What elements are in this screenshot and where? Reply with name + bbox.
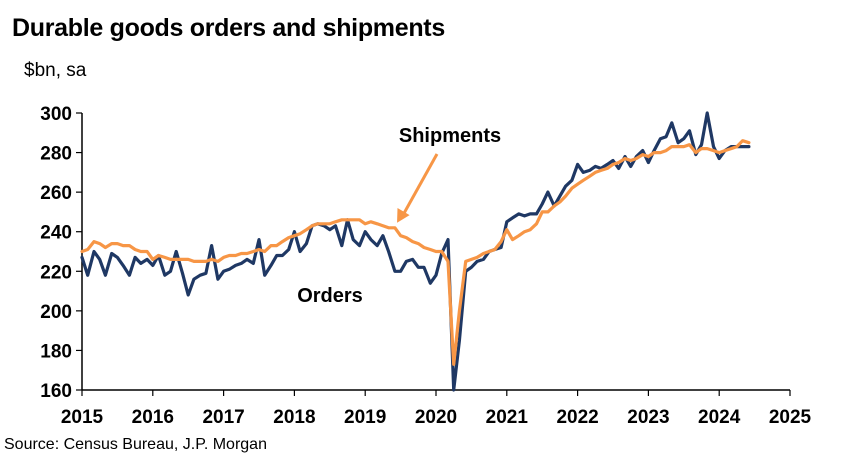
x-tick-label: 2023 bbox=[627, 407, 669, 428]
x-tick-label: 2019 bbox=[344, 407, 386, 428]
y-tick-label: 200 bbox=[40, 302, 72, 323]
y-tick-label: 300 bbox=[40, 104, 72, 125]
x-tick-label: 2020 bbox=[415, 407, 457, 428]
y-tick-label: 180 bbox=[40, 341, 72, 362]
x-tick-label: 2021 bbox=[486, 407, 529, 428]
shipments-arrow-head bbox=[397, 208, 410, 223]
series-lines bbox=[80, 111, 751, 392]
orders-label: Orders bbox=[297, 285, 363, 307]
chart-subtitle: $bn, sa bbox=[24, 60, 87, 81]
x-tick-label: 2025 bbox=[769, 407, 812, 428]
x-tick-label: 2018 bbox=[273, 407, 315, 428]
y-tick-label: 240 bbox=[40, 223, 72, 244]
y-tick-label: 280 bbox=[40, 144, 72, 165]
x-tick-label: 2017 bbox=[202, 407, 244, 428]
x-tick-label: 2022 bbox=[556, 407, 598, 428]
x-tick-label: 2016 bbox=[132, 407, 174, 428]
series-line-orders bbox=[80, 111, 751, 392]
x-tick-label: 2015 bbox=[61, 407, 104, 428]
chart-title: Durable goods orders and shipments bbox=[12, 14, 445, 42]
series-labels: Shipments Orders bbox=[297, 125, 501, 307]
y-tick-label: 260 bbox=[40, 183, 72, 204]
series-line-shipments bbox=[80, 139, 751, 366]
y-tick-label: 220 bbox=[40, 262, 72, 283]
shipments-arrow-shaft bbox=[400, 153, 439, 218]
x-tick-label: 2024 bbox=[698, 407, 741, 428]
shipments-label: Shipments bbox=[399, 125, 501, 147]
y-tick-label: 160 bbox=[40, 381, 72, 402]
source-note: Source: Census Bureau, J.P. Morgan bbox=[4, 436, 267, 453]
